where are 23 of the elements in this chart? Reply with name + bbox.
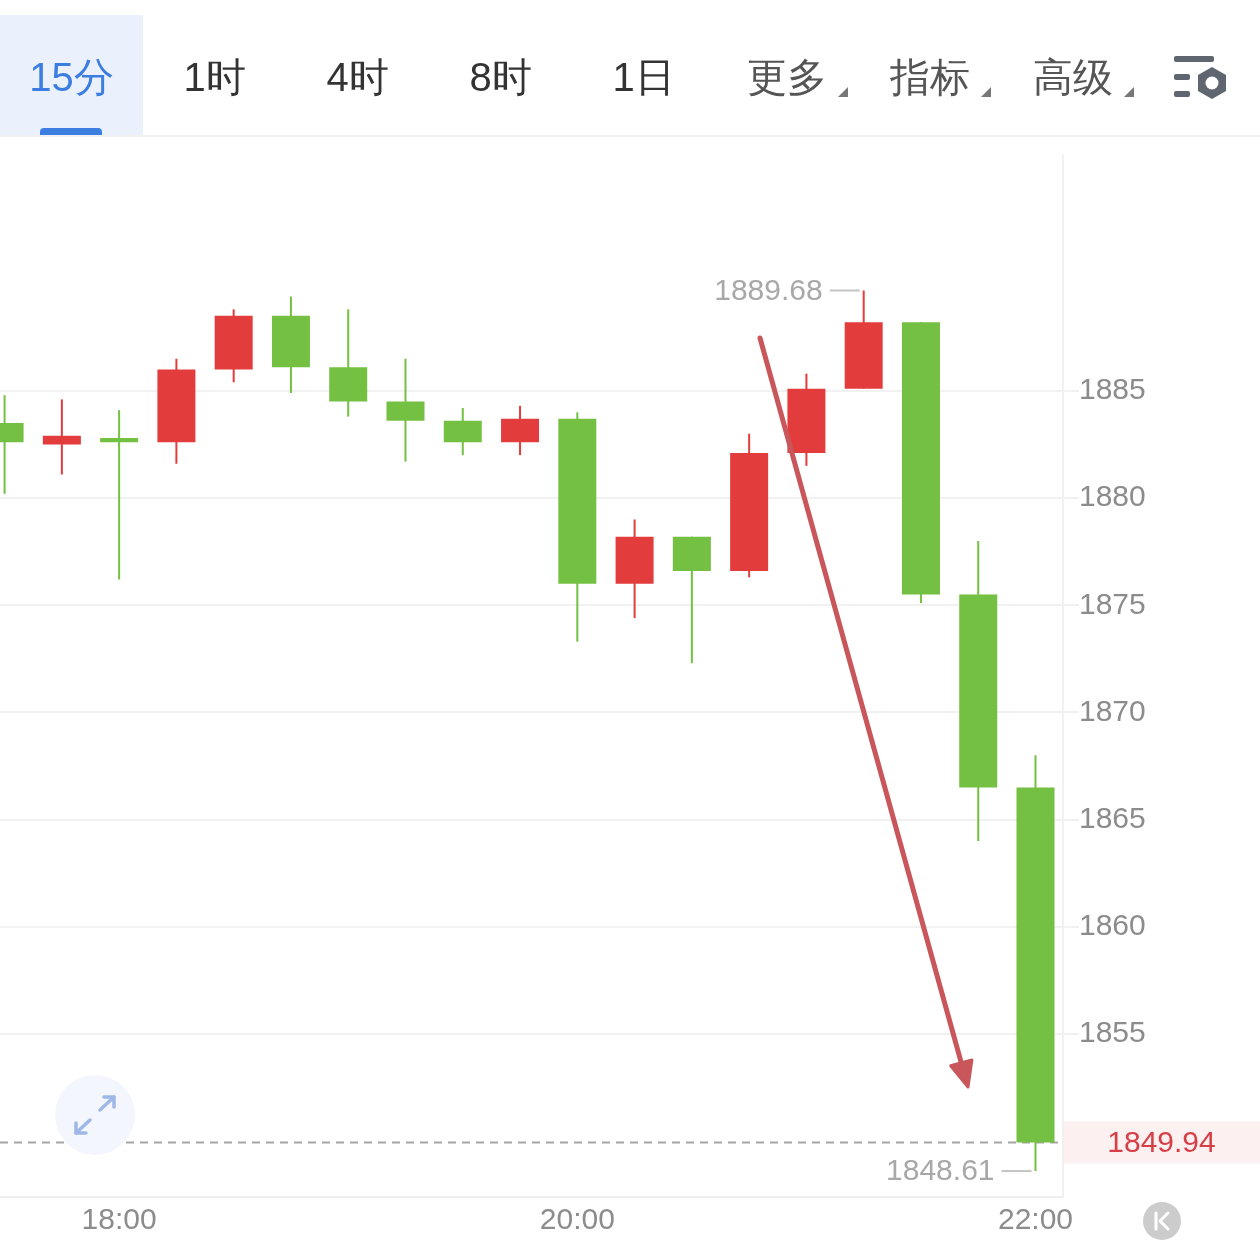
y-tick-label: 1865 bbox=[1078, 800, 1146, 834]
y-tick-label: 1870 bbox=[1078, 693, 1146, 727]
text: 4时 bbox=[326, 55, 389, 99]
y-tick-label: 1855 bbox=[1078, 1015, 1146, 1049]
text: 8时 bbox=[469, 55, 532, 99]
candlestick bbox=[42, 398, 81, 476]
x-tick-label: 22:00 bbox=[997, 1202, 1074, 1236]
text: 15分 bbox=[29, 55, 114, 99]
x-tick-label: 20:00 bbox=[539, 1202, 615, 1236]
annotation: 1889.68 bbox=[714, 272, 823, 306]
annotation: 1848.61 bbox=[886, 1153, 995, 1187]
y-tick-label: 1885 bbox=[1078, 372, 1146, 406]
text: 更多 bbox=[746, 55, 827, 99]
y-tick-label: 1875 bbox=[1078, 586, 1146, 620]
text: 高级 bbox=[1032, 55, 1113, 99]
x-tick-label: 18:00 bbox=[81, 1202, 157, 1236]
y-tick-label: 1880 bbox=[1078, 479, 1146, 513]
ref-line-label: 1849.94 bbox=[1107, 1124, 1216, 1158]
text: 1时 bbox=[183, 55, 246, 99]
y-tick-label: 1860 bbox=[1078, 908, 1146, 942]
candlestick bbox=[100, 409, 139, 581]
text: 1日 bbox=[612, 55, 675, 99]
text: 指标 bbox=[889, 55, 970, 99]
